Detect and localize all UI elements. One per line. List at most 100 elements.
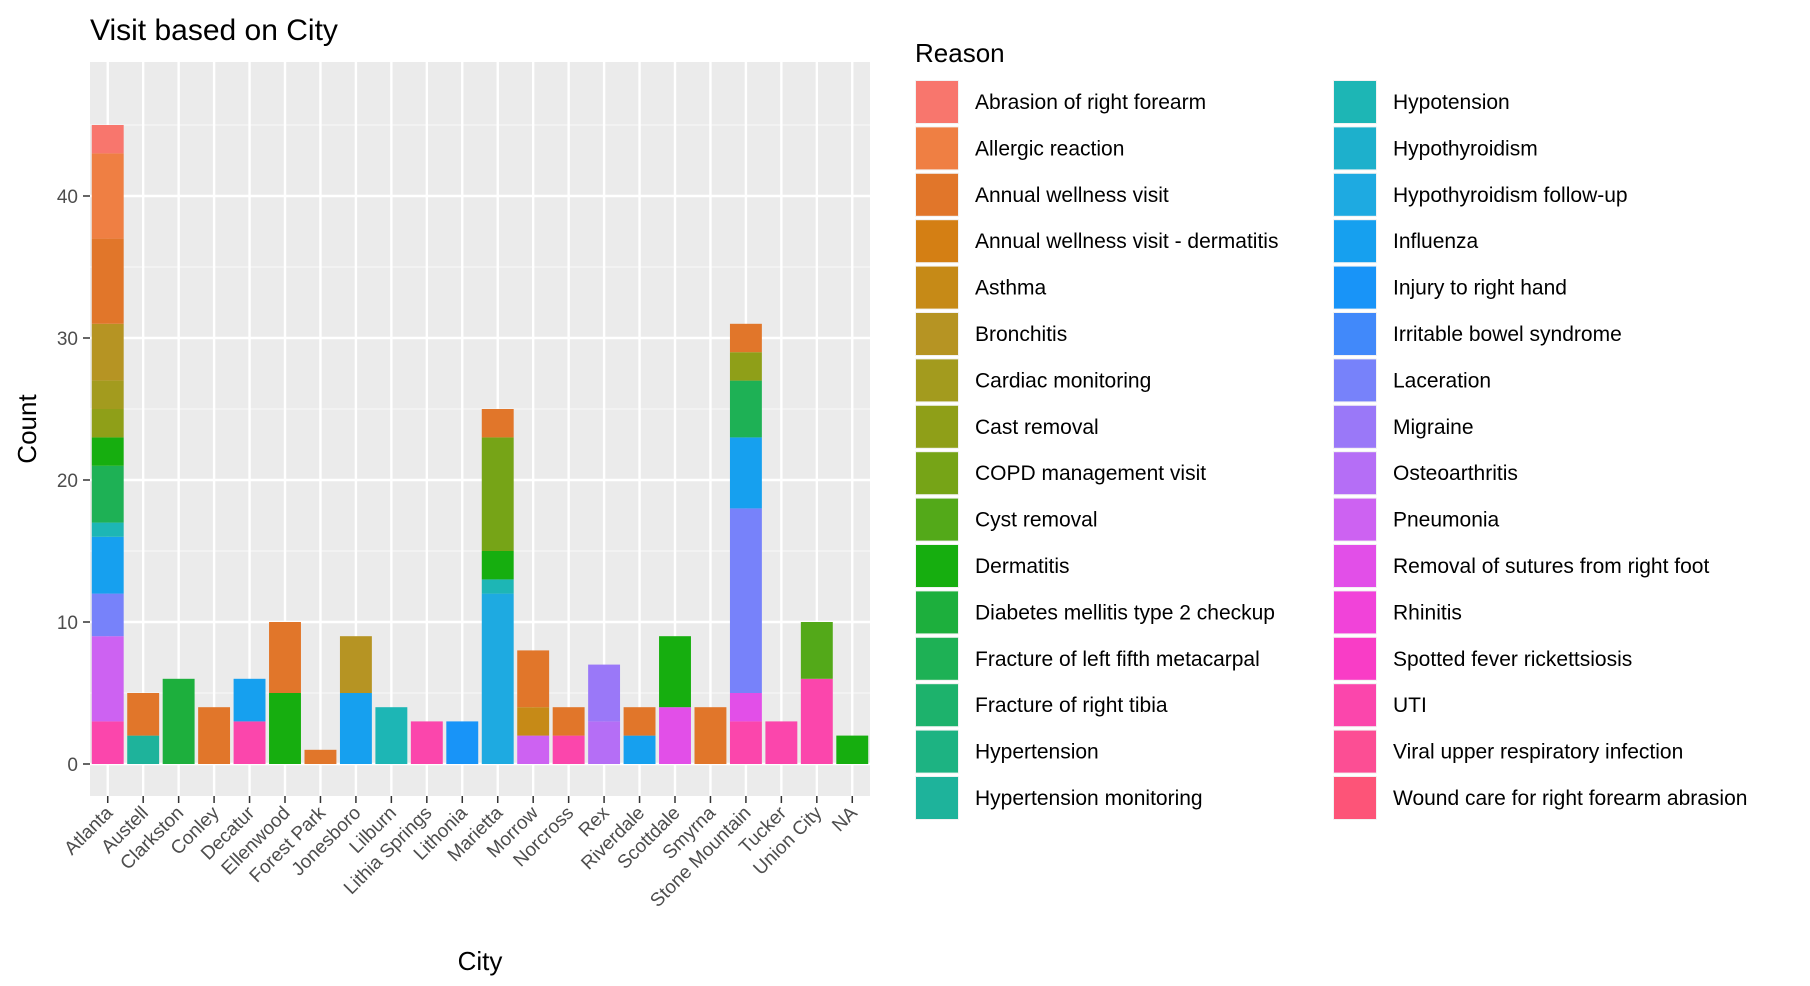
legend-swatch — [916, 452, 958, 495]
bar-segment-stone-mountain-fracture-of-left-fifth-metacarpal — [729, 380, 762, 438]
legend-label: Rhinitis — [1393, 601, 1462, 624]
bar-segment-stone-mountain-removal-of-sutures-from-right-foot — [729, 693, 762, 722]
legend-label: Spotted fever rickettsiosis — [1393, 648, 1632, 671]
bar-segment-rex-migraine — [588, 664, 621, 722]
legend-label: Abrasion of right forearm — [975, 91, 1206, 114]
legend-swatch — [1334, 173, 1376, 216]
chart-title: Visit based on City — [90, 14, 338, 47]
bar-segment-atlanta-annual-wellness-visit — [91, 238, 124, 324]
legend-label: UTI — [1393, 694, 1427, 717]
legend-label: Migraine — [1393, 416, 1474, 439]
legend-item-rhinitis: Rhinitis — [1333, 590, 1462, 635]
legend-item-hypertension-monitoring: Hypertension monitoring — [915, 776, 1203, 820]
legend-label: Fracture of right tibia — [975, 694, 1168, 717]
legend-label: Bronchitis — [975, 323, 1067, 346]
bar-segment-marietta-annual-wellness-visit — [481, 409, 514, 438]
legend-label: Diabetes mellitis type 2 checkup — [975, 601, 1275, 624]
legend-label: Annual wellness visit — [975, 184, 1169, 207]
legend-label: Cyst removal — [975, 509, 1098, 532]
bar-segment-lilburn-hypotension — [375, 707, 408, 764]
bar-segment-morrow-pneumonia — [517, 735, 550, 764]
bar-segment-tucker-uti — [765, 721, 798, 764]
bar-segment-lithonia-injury-to-right-hand — [446, 721, 479, 764]
legend-label: Annual wellness visit - dermatitis — [975, 230, 1278, 253]
y-tick-label: 0 — [67, 755, 78, 776]
bar-segment-union-city-uti — [800, 678, 833, 764]
bar-segment-atlanta-abrasion-of-right-forearm — [91, 125, 124, 154]
legend-swatch — [916, 730, 958, 773]
legend-label: Cast removal — [975, 416, 1099, 439]
bar-segment-norcross-uti — [552, 735, 585, 764]
legend-label: Laceration — [1393, 369, 1491, 392]
legend-item-allergic-reaction: Allergic reaction — [915, 126, 1124, 171]
y-axis: 0 10 20 30 40 — [57, 187, 90, 776]
legend-label: Injury to right hand — [1393, 277, 1567, 300]
legend-swatch — [1334, 498, 1376, 541]
bar-segment-atlanta-laceration — [91, 593, 124, 637]
bar-segment-conley-annual-wellness-visit — [198, 707, 231, 764]
bar-segment-clarkston-diabetes-mellitis-type-2-checkup — [162, 678, 195, 764]
x-axis: AtlantaAustellClarkstonConleyDecaturElle… — [61, 796, 862, 912]
legend-swatch — [916, 591, 958, 634]
bar-segment-atlanta-fracture-of-left-fifth-metacarpal — [91, 465, 124, 523]
legend-swatch — [1334, 684, 1376, 727]
legend-swatch — [916, 498, 958, 541]
bar-segment-ellenwood-dermatitis — [269, 693, 301, 764]
legend-swatch — [1334, 730, 1376, 773]
legend-swatch — [916, 777, 958, 819]
legend-swatch — [916, 545, 958, 587]
legend-label: Irritable bowel syndrome — [1393, 323, 1622, 346]
legend-item-removal-of-sutures-from-right-foot: Removal of sutures from right foot — [1333, 544, 1709, 588]
legend-item-viral-upper-respiratory-infection: Viral upper respiratory infection — [1333, 729, 1683, 774]
legend-swatch — [916, 173, 958, 216]
legend-item-laceration: Laceration — [1333, 358, 1491, 403]
bar-segment-marietta-hypothyroidism-follow-up — [481, 593, 514, 764]
legend-item-copd-management-visit: COPD management visit — [915, 451, 1206, 496]
bar-segment-stone-mountain-cast-removal — [729, 352, 762, 381]
bar-segment-decatur-uti — [233, 721, 266, 764]
legend-swatch — [1334, 405, 1376, 448]
legend-label: Dermatitis — [975, 555, 1070, 578]
legend-item-dermatitis: Dermatitis — [915, 544, 1070, 588]
legend-swatch — [916, 127, 958, 170]
bar-segment-union-city-cyst-removal — [800, 622, 833, 679]
bar-segment-morrow-asthma — [517, 707, 550, 736]
bar-segment-atlanta-bronchitis — [91, 323, 124, 381]
y-tick-label: 10 — [57, 613, 78, 634]
legend-item-migraine: Migraine — [1333, 404, 1474, 449]
legend-label: Asthma — [975, 277, 1047, 300]
legend-swatch — [916, 405, 958, 448]
legend-label: Removal of sutures from right foot — [1393, 555, 1709, 578]
bar-segment-austell-hypertension-monitoring — [127, 735, 160, 764]
legend-item-injury-to-right-hand: Injury to right hand — [1333, 265, 1567, 310]
bar-segment-austell-annual-wellness-visit — [127, 693, 160, 736]
bar-segment-stone-mountain-influenza — [729, 437, 762, 509]
legend-label: Hypothyroidism follow-up — [1393, 184, 1628, 207]
legend-item-hypothyroidism: Hypothyroidism — [1333, 126, 1538, 171]
legend-item-osteoarthritis: Osteoarthritis — [1333, 451, 1518, 496]
legend-item-pneumonia: Pneumonia — [1333, 497, 1500, 542]
legend-label: Allergic reaction — [975, 137, 1124, 160]
legend-swatch — [1334, 777, 1376, 819]
bar-segment-atlanta-influenza — [91, 536, 124, 594]
legend-item-hypothyroidism-follow-up: Hypothyroidism follow-up — [1333, 172, 1628, 217]
y-axis-title: Count — [12, 394, 42, 464]
y-tick-label: 30 — [57, 329, 78, 350]
bar-segment-atlanta-dermatitis — [91, 437, 124, 466]
bar-segment-forest-park-annual-wellness-visit — [304, 749, 337, 764]
legend-label: COPD management visit — [975, 462, 1206, 485]
legend: Abrasion of right forearm Allergic reacti… — [915, 80, 1747, 820]
bar-segment-atlanta-cardiac-monitoring — [91, 380, 124, 409]
bar-segment-marietta-copd-management-visit — [481, 437, 514, 551]
legend-swatch — [1334, 359, 1376, 402]
bar-segment-atlanta-allergic-reaction — [91, 153, 124, 239]
legend-item-fracture-of-right-tibia: Fracture of right tibia — [915, 683, 1168, 728]
legend-label: Wound care for right forearm abrasion — [1393, 787, 1747, 810]
legend-label: Hypothyroidism — [1393, 137, 1538, 160]
bar-segment-riverdale-annual-wellness-visit — [623, 707, 656, 736]
bar-segment-scottdale-dermatitis — [659, 636, 691, 708]
legend-swatch — [1334, 313, 1376, 355]
bar-segment-marietta-dermatitis — [481, 551, 514, 580]
bar-segment-riverdale-influenza — [623, 735, 656, 764]
legend-label: Influenza — [1393, 230, 1479, 253]
